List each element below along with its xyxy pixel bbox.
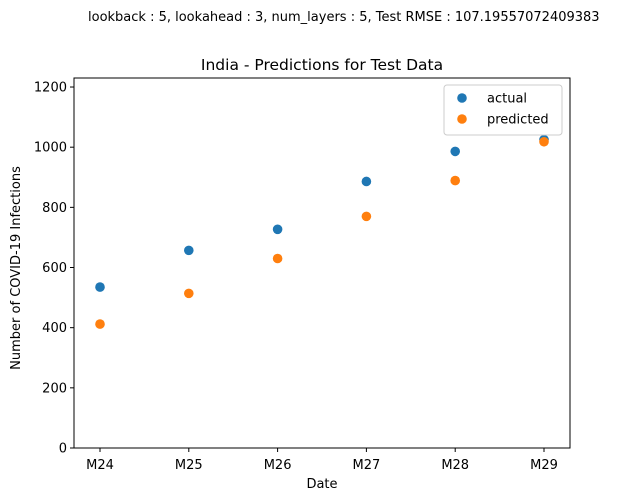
data-point-actual — [272, 224, 283, 235]
y-tick-label: 1200 — [34, 81, 67, 96]
axes-frame — [73, 77, 571, 449]
x-axis-label: Date — [306, 477, 337, 492]
data-point-predicted — [184, 288, 194, 299]
x-tick-label: M26 — [264, 458, 292, 473]
legend-marker-actual — [457, 93, 467, 103]
data-point-predicted — [272, 253, 283, 264]
legend-label-predicted: predicted — [487, 113, 549, 128]
data-point-predicted — [539, 136, 549, 147]
legend-marker-predicted — [457, 114, 467, 124]
x-tick-label: M27 — [353, 458, 381, 473]
data-point-actual — [450, 146, 461, 157]
y-axis-label: Number of COVID-19 Infections — [9, 166, 24, 370]
x-tick-label: M28 — [441, 458, 469, 473]
legend-box — [443, 84, 563, 136]
y-tick-label: 600 — [42, 261, 67, 276]
data-point-predicted — [450, 175, 461, 186]
y-tick-label: 400 — [42, 321, 67, 336]
y-tick-label: 0 — [59, 442, 67, 457]
figure-suptitle: lookback : 5, lookahead : 3, num_layers … — [88, 10, 600, 25]
data-point-actual — [361, 176, 372, 187]
x-tick-label: M29 — [530, 458, 558, 473]
y-tick-label: 800 — [42, 201, 67, 216]
y-tick-label: 1000 — [34, 141, 67, 156]
data-point-actual — [95, 282, 105, 292]
legend-label-actual: actual — [487, 92, 527, 107]
x-tick-label: M24 — [86, 458, 114, 473]
data-point-actual — [184, 245, 194, 256]
plot-area: 0 200 400 600 800 1000 1200 M24 M25 M26 M27 M28 M29 a… — [34, 77, 571, 473]
chart-title: India - Predictions for Test Data — [201, 56, 443, 74]
y-tick-label: 200 — [42, 381, 67, 396]
x-tick-label: M25 — [175, 458, 203, 473]
data-point-predicted — [95, 319, 105, 329]
data-point-predicted — [361, 211, 372, 222]
